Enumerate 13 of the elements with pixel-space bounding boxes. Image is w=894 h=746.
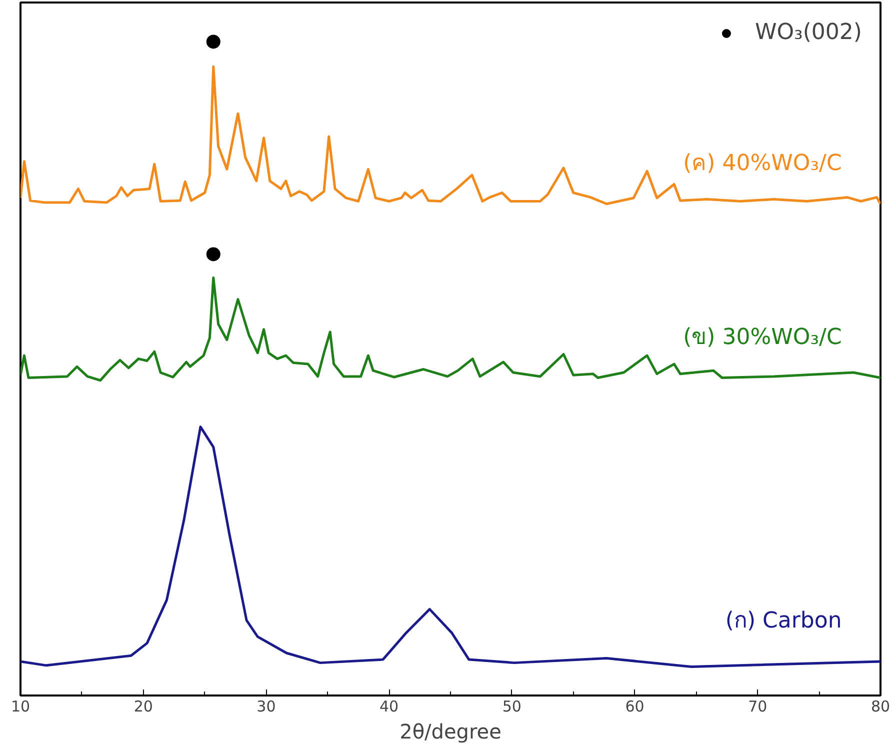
series-label: (ข) 30%WO₃/C — [683, 324, 842, 350]
x-tick-label: 10 — [10, 698, 30, 716]
x-axis-title: 2θ/degree — [400, 720, 502, 744]
x-tick-label: 30 — [256, 698, 276, 716]
x-tick-label: 20 — [134, 698, 153, 716]
x-tick-label: 50 — [502, 698, 522, 716]
x-tick-label: 40 — [380, 698, 399, 716]
x-tick-label: 80 — [870, 698, 890, 716]
series-label: (ก) Carbon — [725, 608, 842, 634]
x-tick-label: 60 — [625, 698, 644, 716]
legend-label: WO₃(002) — [754, 20, 862, 45]
series-label: (ค) 40%WO₃/C — [683, 150, 842, 176]
x-tick-label: 70 — [748, 698, 768, 716]
